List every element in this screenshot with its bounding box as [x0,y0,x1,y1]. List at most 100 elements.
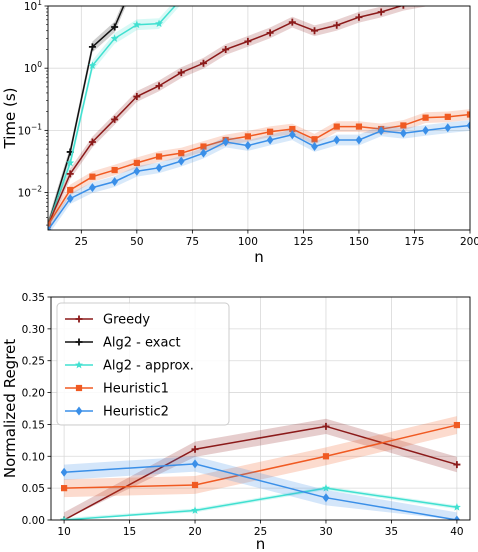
time-point-heuristic2 [333,135,341,145]
time-xtick-label: 150 [349,236,369,248]
legend-marker [75,315,83,323]
legend-marker [75,338,83,346]
time-point-greedy [177,69,185,77]
legend-label: Greedy [103,313,150,328]
time-point-heuristic1 [89,173,96,180]
regret-ytick-label: 0.15 [22,419,45,431]
time-point-alg2-approx [132,20,141,29]
regret-line-greedy [63,425,458,520]
regret-band-greedy [64,418,457,520]
time-xtick-label: 125 [293,236,313,248]
time-point-heuristic1 [422,114,429,121]
time-point-heuristic2 [422,125,429,135]
time-line-heuristic2 [48,124,470,230]
time-ytick-label: 100 [24,60,42,75]
time-point-heuristic2 [266,135,274,145]
time-point-alg2-approx [177,0,185,2]
time-point-heuristic1 [444,113,451,120]
regret-ytick-label: 0.20 [22,388,45,400]
time-xtick-label: 50 [130,236,143,248]
regret-point-heuristic1 [191,481,199,489]
time-point-greedy [333,21,341,29]
time-point-heuristic1 [400,122,407,129]
time-point-heuristic2 [444,123,452,133]
time-xtick-label: 200 [460,236,478,248]
regret-point-greedy [322,422,330,430]
regret-point-greedy [453,461,461,469]
regret-point-greedy [191,445,199,453]
time-point-greedy [66,170,74,178]
regret-ytick-label: 0.30 [22,324,45,336]
time-point-alg2-exact [111,23,119,31]
regret-point-alg2-approx [452,503,461,511]
time-xtick-label: 100 [238,236,258,248]
regret-plot-area [60,416,461,520]
time-ytick-label: 101 [24,0,42,13]
legend-label: Heuristic2 [103,405,169,420]
time-ylabel: Time (s) [1,88,19,150]
regret-xlabel: n [256,535,266,552]
time-point-heuristic2 [466,120,470,130]
regret-ytick-label: 0.05 [22,483,45,495]
time-point-heuristic2 [133,166,141,176]
regret-point-heuristic1 [322,453,330,460]
time-point-alg2-approx [110,34,119,42]
legend-label: Alg2 - approx. [103,359,194,374]
time-point-alg2-approx [66,158,75,167]
time-ytick-label: 10−1 [18,122,43,137]
time-line-greedy [48,6,404,226]
legend: Greedy Alg2 - exact Alg2 - approx. Heuristi… [56,302,230,426]
time-point-greedy [133,93,141,101]
time-point-heuristic1 [133,159,140,166]
time-chart: 25 50 75 100 125 150 175 200 n Time (s) [1,0,478,266]
time-point-heuristic2 [89,183,96,193]
regret-point-heuristic2 [322,493,330,503]
time-point-greedy [266,29,274,37]
legend-label: Heuristic1 [103,382,169,397]
legend-label: Alg2 - exact [103,336,181,351]
time-point-greedy [355,13,363,21]
regret-band-heuristic2 [64,456,457,520]
time-point-greedy [399,6,407,9]
time-point-heuristic1 [155,153,163,160]
regret-xtick-label: 20 [188,526,201,538]
regret-band-alg2-approx [64,486,457,520]
regret-xtick-label: 10 [57,526,70,538]
regret-xtick-label: 15 [123,526,136,538]
legend-marker [75,384,83,392]
time-point-greedy [311,27,319,35]
legend-box [56,302,230,426]
time-point-heuristic2 [355,135,363,145]
regret-point-alg2-approx [191,506,200,514]
time-plot-area [48,0,470,230]
regret-xtick-label: 35 [385,526,398,538]
time-point-greedy [199,59,207,67]
legend-marker [75,406,83,416]
time-point-greedy [422,0,429,5]
time-point-alg2-approx [155,19,164,28]
time-point-heuristic2 [155,163,163,173]
regret-ylabel: Normalized Regret [1,339,19,478]
regret-point-heuristic2 [60,467,68,477]
time-point-greedy [377,8,385,16]
time-point-heuristic2 [399,128,407,138]
time-point-heuristic1 [244,133,251,140]
time-point-heuristic1 [333,123,340,130]
regret-point-heuristic2 [191,459,199,469]
time-point-greedy [88,138,96,146]
time-xtick-label: 175 [404,236,424,248]
time-xtick-label: 75 [186,236,199,248]
regret-xtick-label: 25 [254,526,267,538]
regret-line-heuristic2 [64,463,458,520]
time-ytick-label: 10−2 [18,185,43,200]
time-point-heuristic2 [66,194,74,204]
time-point-heuristic1 [267,128,274,135]
regret-ytick-label: 0.35 [22,292,45,304]
regret-point-alg2-approx [321,483,330,492]
time-point-heuristic2 [222,137,230,147]
time-point-heuristic2 [244,141,252,151]
time-point-heuristic1 [111,166,118,174]
regret-ytick-label: 0.10 [22,451,45,463]
time-point-heuristic2 [48,225,52,230]
